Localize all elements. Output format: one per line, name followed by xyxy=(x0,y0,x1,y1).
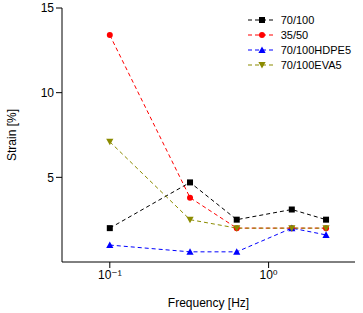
html-text:35/50: 35/50 xyxy=(280,28,309,41)
svg-text:Strain [%]: Strain [%] xyxy=(8,109,19,161)
svg-text:Frequency [Hz]: Frequency [Hz] xyxy=(168,296,249,310)
svg-text:10: 10 xyxy=(41,86,55,100)
html-text:70/100EVA5: 70/100EVA5 xyxy=(280,58,342,71)
svg-text:10⁻¹: 10⁻¹ xyxy=(98,268,122,282)
html-text:70/100: 70/100 xyxy=(280,13,315,26)
svg-text:10⁰: 10⁰ xyxy=(260,268,278,282)
html-text:70/100HDPE5: 70/100HDPE5 xyxy=(280,43,351,56)
svg-text:5: 5 xyxy=(47,171,54,185)
svg-text:15: 15 xyxy=(41,1,55,15)
